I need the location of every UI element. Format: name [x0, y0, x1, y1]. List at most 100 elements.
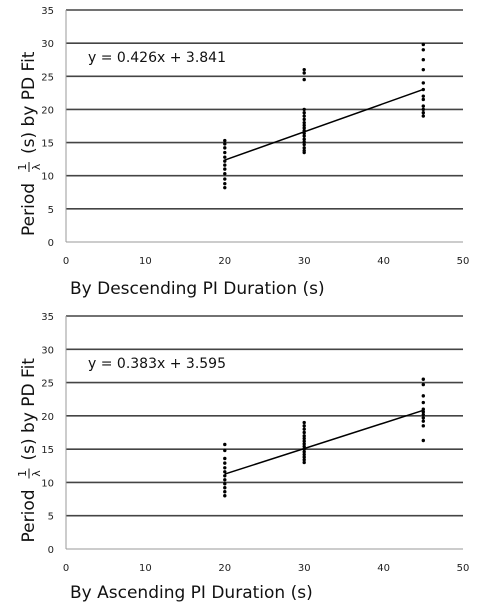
data-point: [302, 120, 306, 125]
y-axis-fraction-numerator: 1: [16, 164, 29, 171]
trendline: [224, 409, 424, 475]
data-point: [223, 456, 227, 461]
y-tick-label: 15: [41, 445, 54, 456]
y-axis-fraction-numerator: 1: [16, 470, 29, 477]
data-point: [302, 427, 306, 431]
data-point: [223, 474, 227, 478]
x-tick-label: 40: [377, 563, 390, 574]
y-tick-label: 5: [48, 512, 54, 523]
data-point: [421, 97, 425, 102]
x-tick-label: 50: [457, 256, 470, 267]
y-tick-label: 0: [48, 545, 54, 556]
data-point: [223, 167, 227, 171]
data-point: [223, 470, 227, 474]
data-point: [302, 140, 306, 144]
data-point: [302, 77, 306, 82]
data-point: [223, 159, 227, 163]
data-point: [421, 400, 425, 405]
data-point: [421, 58, 425, 62]
data-point: [223, 482, 227, 486]
data-point: [302, 123, 306, 128]
trendline-equation: y = 0.426x + 3.841: [88, 50, 226, 66]
data-point: [302, 430, 306, 435]
data-point: [421, 412, 425, 417]
x-tick-label: 30: [298, 563, 311, 574]
y-tick-label: 10: [41, 478, 54, 489]
data-point: [302, 424, 306, 428]
data-point: [302, 436, 306, 441]
data-point: [421, 81, 425, 85]
data-point: [302, 452, 306, 457]
top-scatter-chart: 0 5 10 15 20 25 30 35 0 10 20 30 40 50 y = 0.426x + 3.…: [16, 6, 469, 299]
y-tick-label: 35: [41, 312, 54, 323]
y-tick-label: 25: [41, 379, 54, 390]
data-point: [223, 461, 227, 465]
data-point: [223, 478, 227, 482]
data-point: [421, 114, 425, 118]
data-point: [223, 490, 227, 494]
data-point: [302, 67, 306, 72]
y-axis-title-suffix: (s) by PD Fit: [19, 358, 39, 461]
x-tick-label: 10: [139, 563, 152, 574]
data-point: [223, 150, 227, 155]
data-point: [223, 163, 227, 167]
data-point: [421, 94, 425, 98]
data-point: [223, 138, 227, 143]
data-point: [302, 439, 306, 443]
y-tick-label: 35: [41, 6, 54, 17]
y-tick-label: 20: [41, 412, 54, 423]
x-axis-title: By Descending PI Duration (s): [70, 279, 325, 299]
data-point: [302, 148, 306, 153]
data-point: [302, 142, 306, 147]
data-point: [421, 48, 425, 52]
data-point: [421, 419, 425, 423]
data-point: [302, 114, 306, 118]
trendline-equation: y = 0.383x + 3.595: [88, 356, 226, 372]
x-tick-label: 20: [218, 563, 231, 574]
data-point: [421, 394, 425, 398]
y-tick-label: 5: [48, 205, 54, 216]
y-axis-title-suffix: (s) by PD Fit: [19, 51, 39, 154]
data-point: [421, 382, 425, 387]
data-point: [302, 126, 306, 130]
y-axis-title-prefix: Period: [19, 489, 39, 542]
x-tick-label: 0: [63, 563, 69, 574]
y-tick-label: 15: [41, 139, 54, 150]
data-point: [302, 455, 306, 459]
data-point: [302, 111, 306, 115]
trendline: [224, 88, 424, 161]
data-point: [421, 424, 425, 428]
data-point: [302, 460, 306, 465]
x-tick-label: 30: [298, 256, 311, 267]
data-point: [223, 486, 227, 490]
y-tick-label: 20: [41, 105, 54, 116]
data-point: [421, 111, 425, 115]
data-point: [223, 172, 227, 176]
data-point: [302, 420, 306, 425]
data-point: [223, 146, 227, 150]
x-tick-label: 50: [457, 563, 470, 574]
y-axis-fraction-denominator: λ: [30, 163, 43, 170]
data-point: [421, 42, 425, 47]
y-tick-label: 30: [41, 345, 54, 356]
data-point: [302, 444, 306, 449]
data-point: [302, 442, 306, 446]
data-point: [302, 137, 306, 141]
data-point: [223, 177, 227, 181]
data-point: [421, 416, 425, 420]
data-point: [302, 134, 306, 138]
data-point: [302, 131, 306, 135]
x-tick-label: 40: [377, 256, 390, 267]
data-point: [302, 434, 306, 438]
data-point: [302, 447, 306, 451]
y-axis-fraction-denominator: λ: [30, 470, 43, 477]
data-point: [223, 181, 227, 186]
data-point: [223, 494, 227, 498]
data-point: [302, 458, 306, 462]
bottom-scatter-chart: 0 5 10 15 20 25 30 35 0 10 20 30 40 50 y = 0.383x + 3.…: [16, 312, 469, 603]
data-point: [302, 450, 306, 454]
data-point: [302, 107, 306, 112]
y-axis-title: Period 1 λ (s) by PD Fit: [16, 358, 43, 543]
data-point: [421, 407, 425, 411]
y-tick-label: 25: [41, 72, 54, 83]
